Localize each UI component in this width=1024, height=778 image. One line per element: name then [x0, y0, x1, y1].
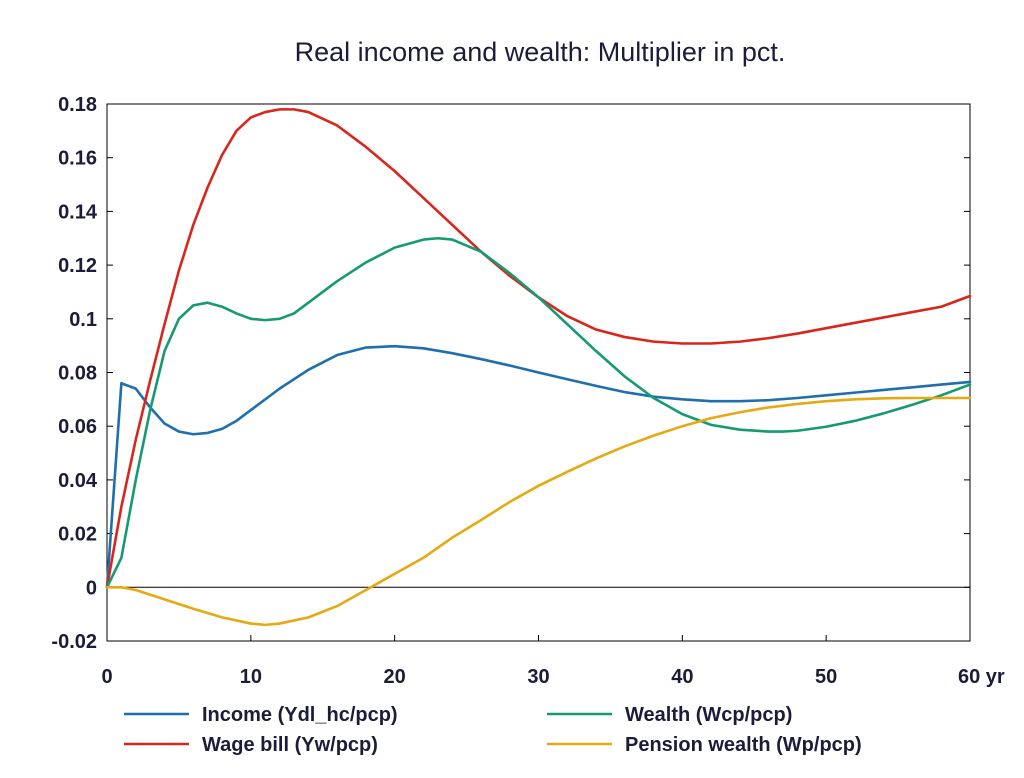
series-line-1 — [105, 344, 972, 589]
x-tick-label: 0 — [101, 666, 112, 688]
x-tick-label: 20 — [384, 666, 406, 688]
series-line-4 — [105, 396, 972, 627]
legend-label-4: Pension wealth (Wp/pcp) — [625, 734, 862, 756]
y-tick-label: 0.04 — [58, 470, 98, 492]
y-tick-label: 0.18 — [58, 94, 97, 116]
y-tick-label: 0.16 — [58, 148, 97, 170]
x-tick-label: 10 — [240, 666, 262, 688]
series-line-3 — [105, 236, 972, 589]
plot-area: -0.0200.020.040.060.080.10.120.140.160.1… — [51, 94, 1005, 688]
x-tick-label: 40 — [671, 666, 693, 688]
y-tick-label: 0.14 — [58, 201, 98, 223]
y-tick-label: 0.08 — [58, 363, 97, 385]
x-tick-label: 60 yr — [958, 666, 1005, 688]
legend-label-2: Wage bill (Yw/pcp) — [202, 734, 378, 756]
x-tick-label: 30 — [527, 666, 549, 688]
y-tick-label: 0.06 — [58, 416, 97, 438]
y-tick-label: 0.1 — [69, 309, 97, 331]
legend-label-3: Wealth (Wcp/pcp) — [625, 704, 792, 726]
y-tick-label: 0.02 — [58, 524, 97, 546]
x-tick-label: 50 — [815, 666, 837, 688]
legend: Income (Ydl_hc/pcp) Wage bill (Yw/pcp) Wea… — [124, 704, 862, 756]
chart-title: Real income and wealth: Multiplier in pc… — [295, 37, 786, 67]
y-tick-label: -0.02 — [51, 631, 97, 653]
y-tick-label: 0.12 — [58, 255, 97, 277]
series-line-2 — [105, 108, 972, 589]
y-tick-label: 0 — [86, 577, 97, 599]
legend-label-1: Income (Ydl_hc/pcp) — [202, 704, 398, 726]
